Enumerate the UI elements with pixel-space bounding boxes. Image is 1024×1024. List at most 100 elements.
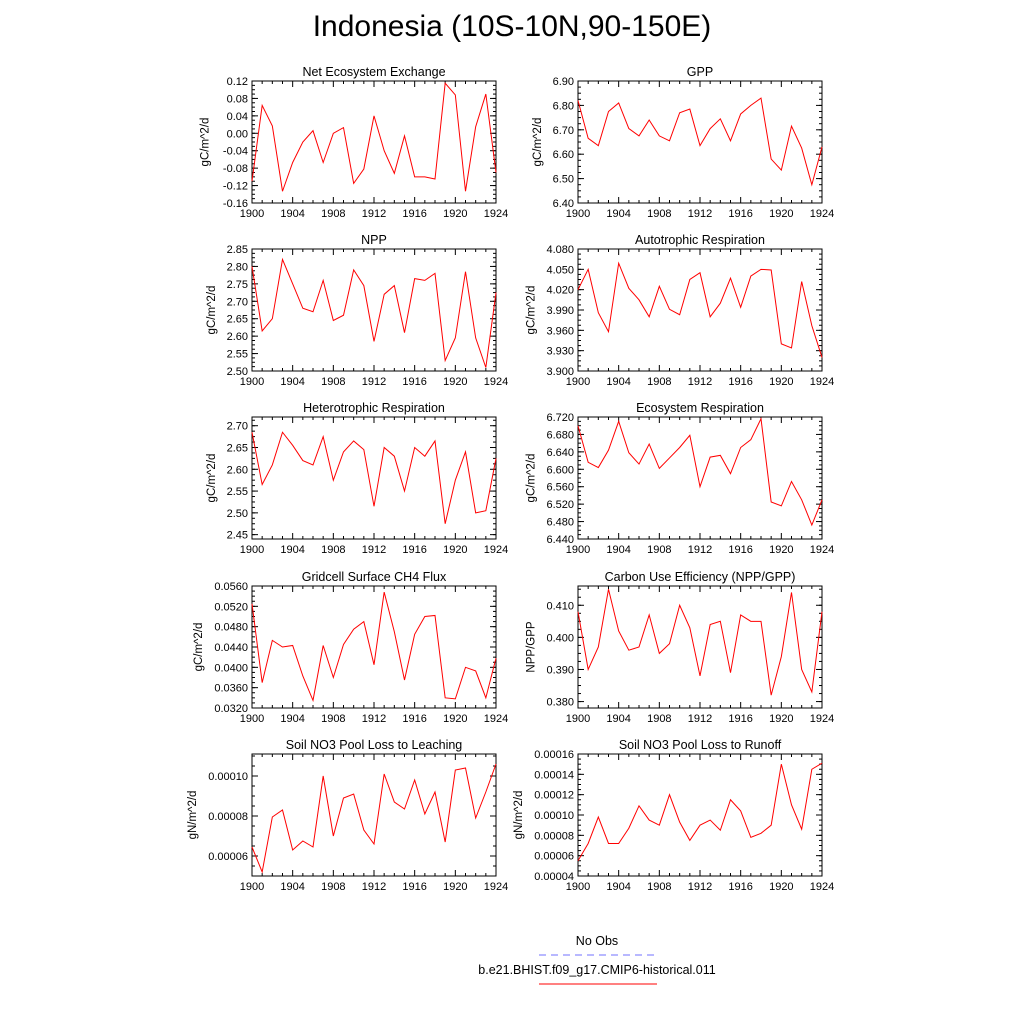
chart-title: Heterotrophic Respiration (303, 401, 445, 415)
x-tick-label: 1916 (402, 544, 426, 556)
chart-panel-10: Soil NO3 Pool Loss to Runoff 1900 1904 1908… (513, 738, 834, 893)
y-tick-label: 6.60 (553, 149, 574, 161)
x-tick-label: 1900 (240, 544, 264, 556)
y-tick-label: 0.410 (546, 600, 574, 612)
x-tick-label: 1904 (606, 376, 630, 388)
x-tick-label: 1916 (402, 713, 426, 725)
x-tick-label: 1908 (321, 713, 345, 725)
y-tick-label: 2.75 (227, 279, 248, 291)
x-tick-label: 1924 (484, 713, 508, 725)
x-tick-label: 1912 (688, 713, 712, 725)
x-tick-label: 1908 (647, 208, 671, 220)
chart-title: Autotrophic Respiration (635, 233, 765, 247)
series-line-1 (251, 591, 497, 703)
y-tick-label: 6.80 (553, 100, 574, 112)
y-tick-label: 0.0440 (214, 642, 248, 654)
y-tick-label: 3.900 (546, 366, 574, 378)
plot-frame (251, 416, 497, 540)
y-tick-label: 2.65 (227, 443, 248, 455)
chart-title: Soil NO3 Pool Loss to Runoff (619, 738, 782, 752)
chart-title: Carbon Use Efficiency (NPP/GPP) (605, 570, 796, 584)
chart-panel-6: Ecosystem Respiration 1900 1904 1908 1912 191… (526, 401, 835, 556)
y-tick-label: 6.600 (546, 464, 574, 476)
series-line-1 (577, 416, 823, 527)
y-axis-label: gC/m^2/d (526, 454, 538, 503)
y-tick-label: 6.680 (546, 429, 574, 441)
page-title: Indonesia (10S-10N,90-150E) (312, 10, 712, 43)
chart-title: NPP (361, 233, 387, 247)
series-line-1 (251, 431, 497, 524)
y-tick-label: 2.80 (227, 261, 248, 273)
x-tick-label: 1924 (810, 881, 834, 893)
y-tick-label: 6.40 (553, 198, 574, 210)
y-tick-label: 4.050 (546, 264, 574, 276)
plot-frame (577, 80, 823, 204)
x-tick-label: 1912 (362, 713, 386, 725)
plot-frame (251, 585, 497, 709)
y-tick-label: 0.0360 (214, 683, 248, 695)
y-tick-label: 0.12 (227, 76, 248, 88)
y-tick-label: 0.00006 (534, 851, 574, 863)
chart-title: Ecosystem Respiration (636, 401, 764, 415)
y-tick-label: 0.00010 (534, 810, 574, 822)
y-tick-label: 6.50 (553, 174, 574, 186)
y-tick-label: 0.00 (227, 128, 248, 140)
y-tick-label: 0.380 (546, 697, 574, 709)
x-tick-label: 1920 (443, 881, 467, 893)
chart-panel-2: GPP 1900 1904 1908 1912 1916 1920 1924 6.90 6.80 6… (532, 65, 834, 220)
x-tick-label: 1924 (810, 713, 834, 725)
y-tick-label: 0.0560 (214, 581, 248, 593)
y-tick-label: 3.930 (546, 346, 574, 358)
y-tick-label: 0.00008 (208, 811, 248, 823)
y-tick-label: 2.60 (227, 464, 248, 476)
y-tick-label: 0.00004 (534, 871, 574, 883)
x-tick-label: 1900 (566, 376, 590, 388)
x-tick-label: 1900 (240, 881, 264, 893)
x-tick-label: 1908 (647, 881, 671, 893)
x-tick-label: 1924 (810, 376, 834, 388)
x-tick-label: 1920 (443, 544, 467, 556)
y-tick-label: 6.640 (546, 447, 574, 459)
x-tick-label: 1920 (443, 208, 467, 220)
x-tick-label: 1912 (362, 376, 386, 388)
chart-title: Gridcell Surface CH4 Flux (302, 570, 447, 584)
y-axis-label: gN/m^2/d (187, 791, 199, 840)
x-tick-label: 1912 (362, 881, 386, 893)
x-tick-label: 1904 (280, 881, 304, 893)
y-tick-label: 4.080 (546, 244, 574, 256)
y-tick-label: 6.720 (546, 412, 574, 424)
x-tick-label: 1924 (484, 208, 508, 220)
series-line-1 (577, 261, 823, 358)
x-tick-label: 1912 (362, 544, 386, 556)
chart-panel-3: NPP 1900 1904 1908 1912 1916 1920 1924 2.85 2.80 2… (206, 233, 508, 388)
y-tick-label: 6.480 (546, 517, 574, 529)
x-tick-label: 1924 (484, 544, 508, 556)
x-tick-label: 1908 (321, 208, 345, 220)
y-tick-label: 6.520 (546, 499, 574, 511)
x-tick-label: 1924 (484, 376, 508, 388)
y-tick-label: 2.55 (227, 349, 248, 361)
x-tick-label: 1916 (728, 544, 752, 556)
series-line-1 (251, 257, 497, 368)
x-tick-label: 1908 (321, 544, 345, 556)
y-tick-label: 0.08 (227, 93, 248, 105)
y-tick-label: 6.70 (553, 125, 574, 137)
x-tick-label: 1908 (647, 713, 671, 725)
y-tick-label: 4.020 (546, 285, 574, 297)
y-tick-label: 2.70 (227, 296, 248, 308)
y-tick-label: 3.990 (546, 305, 574, 317)
x-tick-label: 1900 (566, 208, 590, 220)
x-tick-label: 1920 (443, 376, 467, 388)
y-tick-label: 6.90 (553, 76, 574, 88)
y-tick-label: 0.0320 (214, 703, 248, 715)
x-tick-label: 1900 (240, 376, 264, 388)
x-tick-label: 1916 (728, 208, 752, 220)
x-tick-label: 1916 (402, 208, 426, 220)
series-line-1 (577, 97, 823, 187)
x-tick-label: 1912 (688, 544, 712, 556)
series-line-1 (577, 762, 823, 862)
y-tick-label: 6.440 (546, 534, 574, 546)
x-tick-label: 1904 (280, 208, 304, 220)
x-tick-label: 1912 (688, 208, 712, 220)
chart-title: Soil NO3 Pool Loss to Leaching (286, 738, 463, 752)
